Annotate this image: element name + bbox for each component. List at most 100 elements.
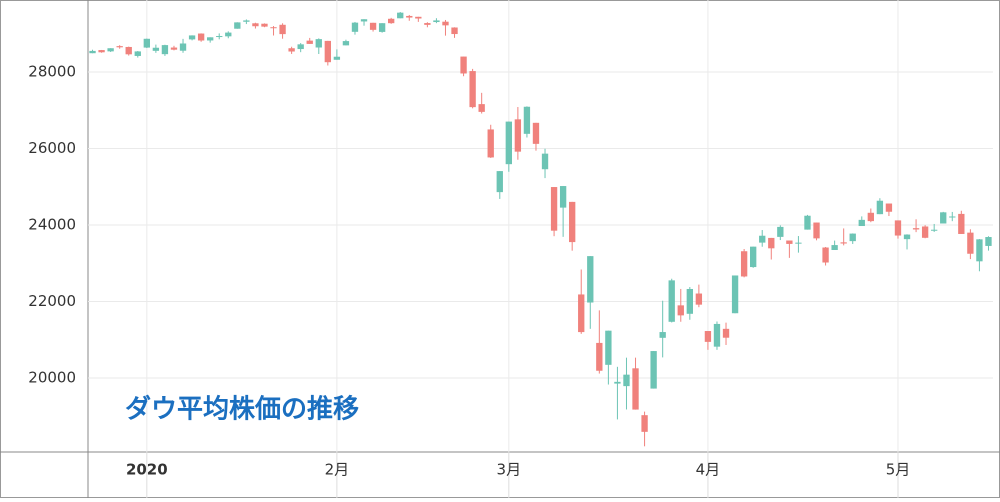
candle-body bbox=[768, 237, 775, 249]
candle-body bbox=[659, 332, 666, 338]
candle-body bbox=[921, 226, 929, 238]
candle-body bbox=[369, 22, 377, 30]
candle-body bbox=[958, 213, 965, 234]
candle-body bbox=[478, 104, 485, 112]
candle-body bbox=[759, 235, 766, 243]
candle-body bbox=[976, 239, 983, 262]
candle-body bbox=[207, 37, 214, 41]
chart-title: ダウ平均株価の推移 bbox=[125, 394, 359, 425]
candle-body bbox=[740, 251, 748, 277]
candle-body bbox=[777, 226, 784, 237]
candle-body bbox=[116, 46, 123, 48]
candle-body bbox=[713, 323, 721, 347]
candle-body bbox=[750, 246, 757, 268]
candle-body bbox=[587, 256, 594, 303]
candle-body bbox=[876, 200, 884, 215]
candle-body bbox=[569, 201, 576, 243]
candle-body bbox=[931, 229, 938, 231]
x-tick-label: 2020 bbox=[126, 461, 168, 479]
y-tick-label: 28000 bbox=[28, 62, 76, 80]
candle-body bbox=[415, 16, 422, 19]
candle-body bbox=[550, 187, 558, 231]
candle-body bbox=[967, 232, 974, 254]
candle-body bbox=[406, 15, 413, 18]
candle-body bbox=[270, 27, 277, 29]
candle-body bbox=[596, 342, 603, 371]
y-tick-label: 20000 bbox=[28, 368, 76, 386]
candle-body bbox=[297, 44, 304, 50]
candle-body bbox=[279, 24, 286, 35]
candle-body bbox=[912, 228, 920, 230]
y-tick-label: 26000 bbox=[28, 139, 76, 157]
candle-body bbox=[840, 242, 847, 244]
candle-body bbox=[107, 48, 114, 52]
candle-body bbox=[134, 51, 141, 56]
candle-body bbox=[487, 129, 494, 158]
candle-body bbox=[288, 48, 295, 52]
candle-body bbox=[822, 247, 829, 263]
candle-body bbox=[496, 171, 503, 193]
candle-body bbox=[985, 237, 992, 246]
x-tick-label: 4月 bbox=[696, 461, 721, 479]
candle-body bbox=[894, 220, 902, 236]
candle-body bbox=[505, 121, 512, 165]
candle-body bbox=[333, 56, 341, 60]
candle-body bbox=[89, 50, 96, 54]
candle-body bbox=[397, 12, 404, 19]
candle-body bbox=[559, 186, 567, 208]
candle-body bbox=[152, 47, 160, 51]
candle-body bbox=[632, 368, 639, 410]
candle-body bbox=[306, 40, 313, 44]
candle-body bbox=[243, 20, 250, 22]
candle-body bbox=[469, 71, 476, 108]
candle-body bbox=[125, 46, 132, 55]
candle-body bbox=[234, 22, 241, 29]
candle-body bbox=[804, 215, 811, 230]
candle-body bbox=[903, 234, 911, 240]
candle-body bbox=[532, 122, 540, 144]
candle-body bbox=[179, 43, 187, 51]
candle-body bbox=[867, 212, 874, 222]
candle-body bbox=[378, 23, 386, 32]
x-tick-label: 5月 bbox=[886, 461, 911, 479]
x-tick-label: 2月 bbox=[325, 461, 350, 479]
candle-body bbox=[433, 20, 440, 23]
candle-body bbox=[614, 381, 621, 384]
candle-body bbox=[170, 47, 178, 50]
y-tick-label: 24000 bbox=[28, 215, 76, 233]
candle-body bbox=[424, 23, 431, 25]
candle-body bbox=[831, 245, 838, 251]
candle-body bbox=[641, 415, 648, 432]
candle-body bbox=[541, 153, 549, 170]
candle-body bbox=[677, 305, 684, 316]
candle-body bbox=[216, 36, 223, 38]
x-tick-label: 3月 bbox=[497, 461, 522, 479]
candle-body bbox=[623, 374, 630, 387]
candle-body bbox=[143, 38, 150, 48]
candle-body bbox=[315, 39, 322, 48]
candle-body bbox=[98, 50, 105, 53]
grid bbox=[88, 0, 993, 452]
candle-body bbox=[858, 219, 865, 227]
candle-body bbox=[885, 203, 893, 212]
candle-body bbox=[360, 19, 368, 22]
candle-body bbox=[786, 240, 793, 244]
candle-body bbox=[686, 288, 693, 314]
candle-body bbox=[324, 40, 331, 63]
candle-body bbox=[695, 293, 703, 305]
candle-body bbox=[514, 119, 522, 152]
candle-body bbox=[578, 294, 585, 333]
candle-body bbox=[605, 330, 612, 365]
candle-body bbox=[460, 56, 467, 74]
candle-body bbox=[261, 23, 268, 27]
candle-body bbox=[351, 22, 359, 32]
candle-body bbox=[442, 21, 449, 26]
candle-body bbox=[731, 275, 739, 314]
candle-body bbox=[188, 35, 196, 40]
candles bbox=[89, 12, 992, 447]
candle-body bbox=[668, 280, 675, 322]
candle-body bbox=[722, 328, 730, 338]
candle-body bbox=[849, 233, 856, 242]
candle-body bbox=[161, 45, 169, 55]
candle-body bbox=[225, 32, 232, 37]
